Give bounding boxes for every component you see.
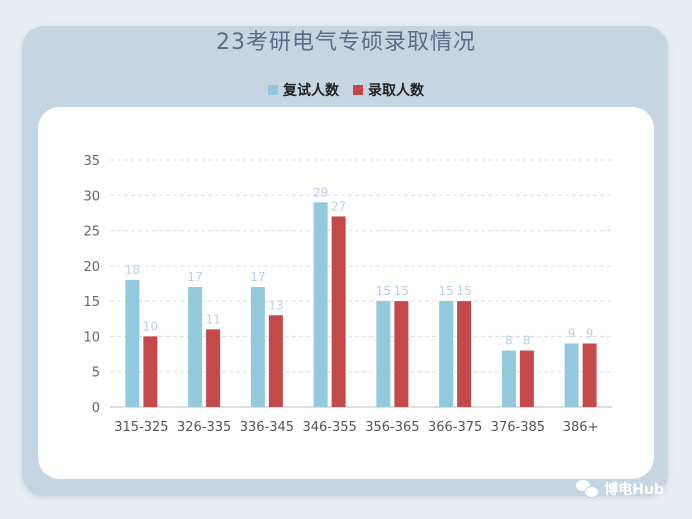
data-label-series-0: 29 (313, 185, 328, 199)
data-label-series-1: 11 (205, 312, 220, 326)
y-tick-label: 20 (83, 260, 100, 275)
y-tick-label: 35 (83, 154, 100, 169)
bar-series-1 (394, 301, 409, 407)
bar-series-1 (206, 329, 221, 407)
chart-title: 23考研电气专硕录取情况 (216, 30, 476, 55)
data-label-series-1: 13 (268, 298, 283, 312)
data-label-series-1: 9 (586, 326, 594, 340)
bar-series-1 (331, 216, 346, 407)
bar-series-0 (313, 202, 328, 407)
data-label-series-1: 10 (143, 319, 158, 333)
legend-label-series-0: 复试人数 (283, 83, 339, 99)
data-label-series-0: 9 (568, 326, 576, 340)
data-label-series-1: 27 (331, 199, 346, 213)
data-label-series-1: 15 (394, 284, 409, 298)
bar-series-0 (564, 343, 579, 407)
legend-item-series-0: 复试人数 (268, 80, 339, 100)
y-tick-label: 0 (92, 401, 100, 416)
y-tick-label: 15 (83, 295, 100, 310)
x-tick-label: 376-385 (491, 420, 545, 435)
data-label-series-0: 15 (376, 284, 391, 298)
x-tick-label: 366-375 (428, 420, 482, 435)
x-tick-label: 315-325 (114, 420, 168, 435)
data-label-series-0: 18 (125, 263, 140, 277)
data-label-series-0: 17 (250, 270, 265, 284)
bar-series-1 (519, 350, 534, 407)
chart-legend: 复试人数 录取人数 (0, 80, 692, 100)
bar-series-0 (188, 287, 203, 407)
y-tick-label: 30 (83, 189, 100, 204)
y-tick-label: 5 (92, 366, 100, 381)
bar-series-0 (501, 350, 516, 407)
x-tick-label: 326-335 (177, 420, 231, 435)
data-label-series-0: 15 (438, 284, 453, 298)
bar-series-1 (268, 315, 283, 407)
bar-series-1 (582, 343, 597, 407)
x-tick-label: 336-345 (240, 420, 294, 435)
legend-label-series-1: 录取人数 (368, 83, 424, 99)
y-tick-label: 10 (83, 330, 100, 345)
y-tick-label: 25 (83, 225, 100, 240)
data-label-series-0: 8 (505, 334, 513, 348)
x-tick-label: 346-355 (302, 420, 356, 435)
legend-item-series-1: 录取人数 (353, 80, 424, 100)
bar-series-1 (143, 336, 158, 407)
data-label-series-1: 15 (456, 284, 471, 298)
bar-series-1 (457, 301, 472, 407)
x-tick-label: 356-365 (365, 420, 419, 435)
plot-panel (38, 107, 654, 479)
legend-swatch-series-0 (268, 85, 278, 95)
watermark: 博电Hub (576, 479, 664, 499)
watermark-text: 博电Hub (604, 482, 664, 498)
data-label-series-1: 8 (523, 334, 531, 348)
bar-series-0 (125, 279, 140, 407)
bar-series-0 (376, 301, 391, 407)
legend-swatch-series-1 (353, 85, 363, 95)
bar-series-0 (250, 287, 265, 407)
data-label-series-0: 17 (187, 270, 202, 284)
wechat-icon (576, 480, 600, 498)
x-tick-label: 386+ (563, 420, 599, 435)
bar-series-0 (439, 301, 454, 407)
